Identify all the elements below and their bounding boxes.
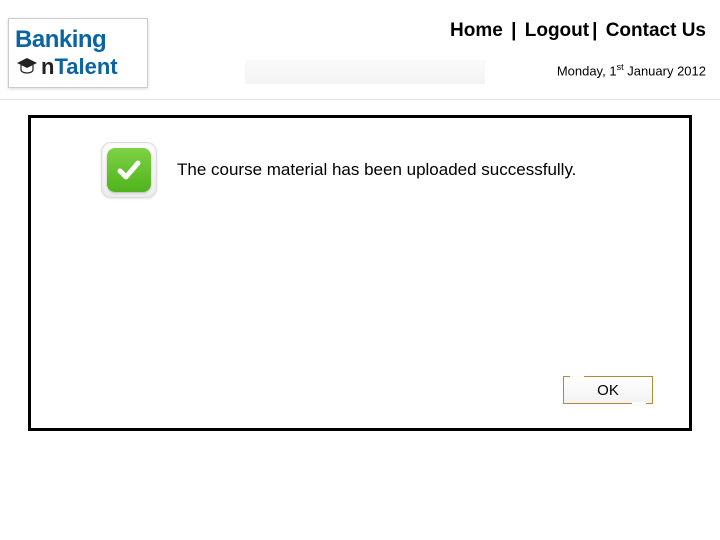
logo-line1: Banking	[15, 26, 147, 54]
date-stamp: Monday, 1st January 2012	[557, 62, 706, 78]
nav-contact[interactable]: Contact Us	[606, 20, 706, 41]
ghost-banner	[245, 60, 485, 84]
date-rest: January 2012	[627, 63, 706, 78]
logo-line2: nTalent	[15, 54, 147, 80]
logo-b: B	[15, 26, 32, 53]
date-ordinal: st	[617, 62, 624, 72]
ok-button[interactable]: OK	[563, 376, 653, 404]
success-dialog: The course material has been uploaded su…	[28, 115, 692, 431]
logo-talent: Talent	[54, 54, 117, 80]
nav-separator: |	[592, 20, 597, 41]
ok-button-label: OK	[597, 382, 619, 399]
logo: Banking nTalent	[8, 18, 148, 88]
nav-links: Home | Logout| Contact Us	[450, 20, 706, 42]
nav-logout[interactable]: Logout	[525, 20, 589, 41]
date-weekday: Monday,	[557, 63, 606, 78]
nav-home[interactable]: Home	[450, 20, 503, 41]
logo-box: Banking nTalent	[8, 18, 148, 88]
dialog-body: The course material has been uploaded su…	[31, 118, 689, 198]
date-day: 1	[609, 63, 616, 78]
success-check-icon	[101, 142, 157, 198]
nav-separator: |	[511, 20, 516, 41]
dialog-message: The course material has been uploaded su…	[177, 160, 576, 180]
logo-anking: anking	[32, 26, 106, 53]
logo-n: n	[41, 54, 54, 80]
graduation-cap-icon	[15, 55, 39, 79]
header: Banking nTalent Home | Logout| Contact U…	[0, 0, 720, 100]
